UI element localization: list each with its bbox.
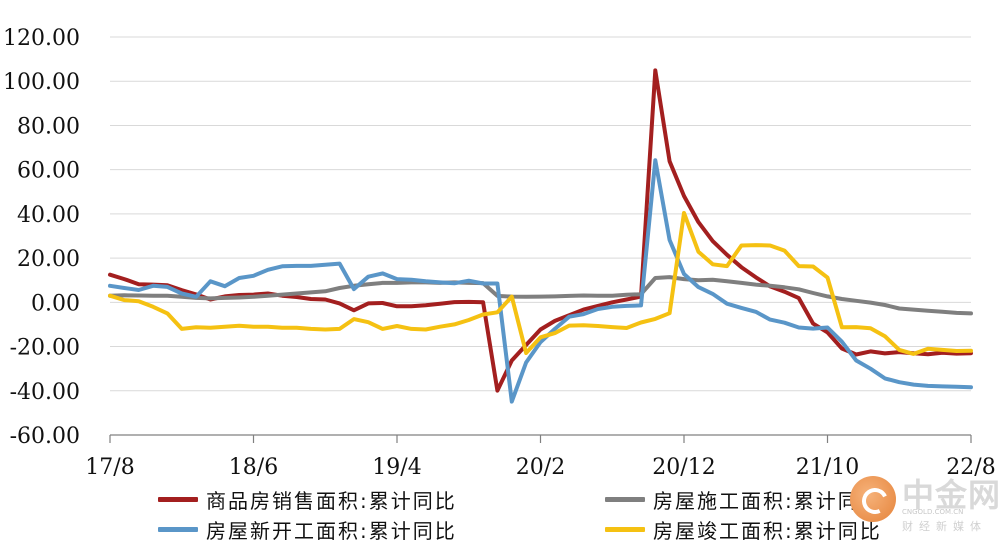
- y-tick-label: 120.00: [3, 26, 80, 51]
- x-axis: [109, 301, 972, 443]
- y-tick-label: 60.00: [17, 159, 80, 184]
- grid-lines: [110, 36, 971, 436]
- y-tick-label: -40.00: [10, 380, 80, 405]
- watermark-subtitle: 财经新媒体: [902, 520, 987, 533]
- x-tick-label: 17/8: [85, 455, 134, 480]
- y-tick-label: 100.00: [3, 70, 80, 95]
- watermark-logo: 中金网 CNGOLD.COM.CN 财经新媒体: [850, 470, 1000, 540]
- y-tick-label: -20.00: [10, 336, 80, 361]
- x-tick-label: 18/6: [229, 455, 278, 480]
- logo-icon: [850, 476, 896, 522]
- y-tick-label: 40.00: [17, 203, 80, 228]
- watermark-name: 中金网: [902, 476, 1002, 514]
- x-tick-label: 21/10: [796, 455, 859, 480]
- y-tick-label: 20.00: [17, 247, 80, 272]
- x-tick-label: 22/8: [946, 455, 995, 480]
- series-line-1: [108, 275, 973, 316]
- y-tick-label: 0.00: [31, 291, 80, 316]
- series-line-2: [108, 158, 973, 404]
- watermark-url: CNGOLD.COM.CN: [902, 508, 964, 516]
- y-axis-tick-labels: 120.00 100.00 80.00 60.00 40.00 20.00 0.00 -20.…: [3, 26, 80, 449]
- x-tick-label: 19/4: [372, 455, 421, 480]
- series-line-0: [108, 68, 973, 393]
- series-line-3: [108, 211, 973, 356]
- y-tick-label: 80.00: [17, 114, 80, 139]
- x-tick-label: 20/2: [516, 455, 565, 480]
- x-axis-tick-labels: 17/8 18/6 19/4 20/2 20/12 21/10 22/8: [85, 455, 995, 480]
- x-tick-label: 20/12: [652, 455, 715, 480]
- y-tick-label: -60.00: [10, 424, 80, 449]
- series-lines: [108, 68, 973, 404]
